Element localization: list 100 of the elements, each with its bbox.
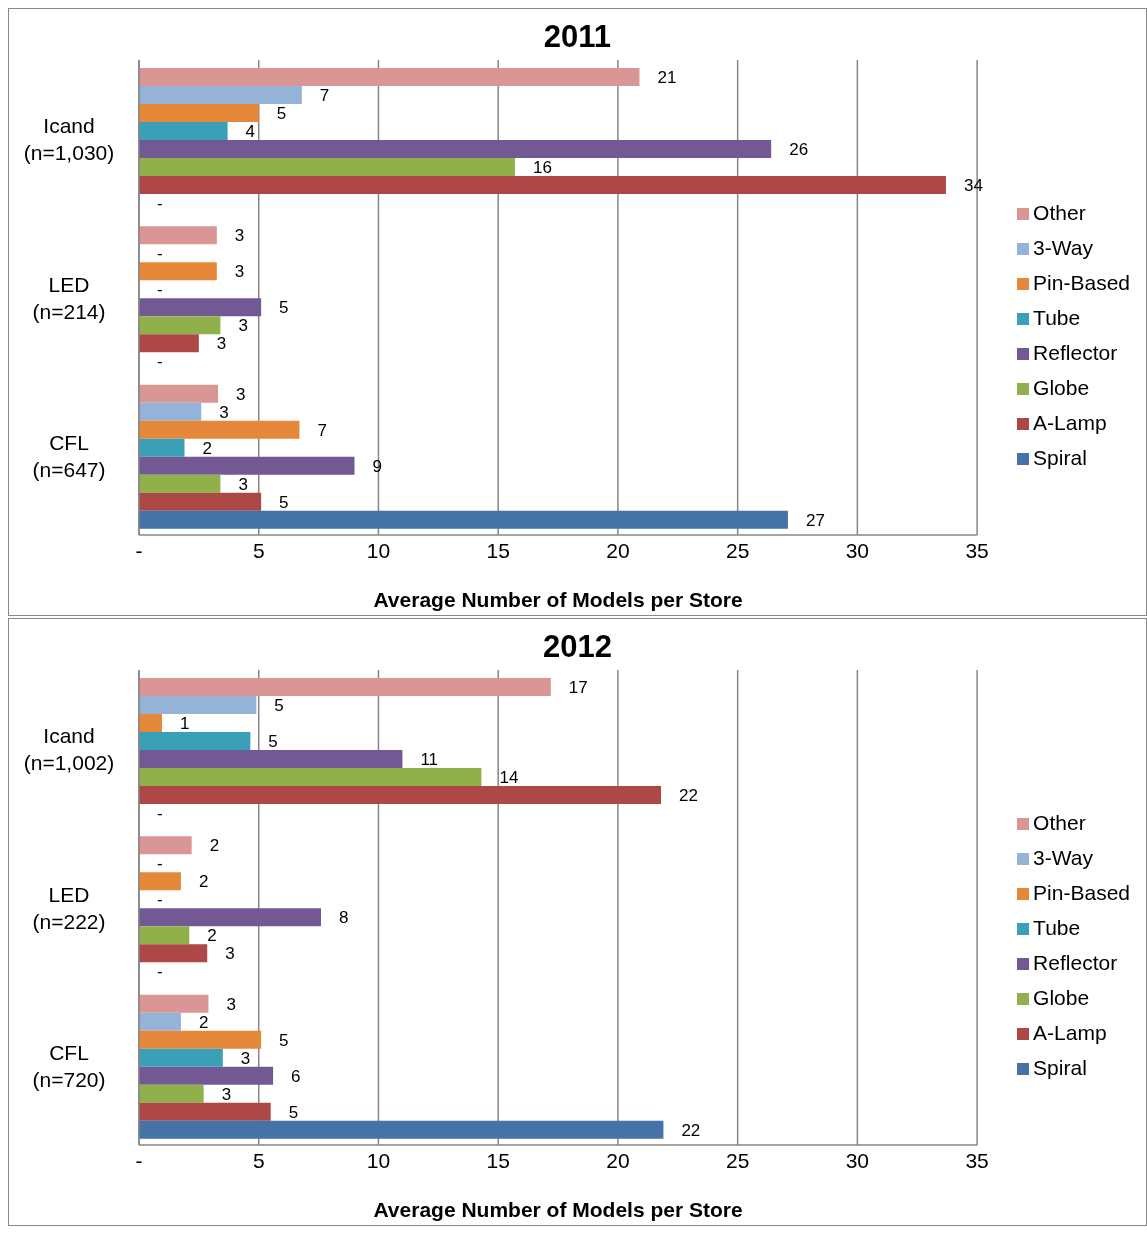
bar <box>139 994 209 1013</box>
data-label: - <box>157 280 163 300</box>
data-label: 3 <box>236 384 246 404</box>
x-tick-label: - <box>135 1148 143 1172</box>
data-label: 3 <box>238 474 248 494</box>
bar <box>139 1030 262 1049</box>
chart-title: 2011 <box>542 18 613 55</box>
bar <box>139 420 300 439</box>
data-label: - <box>157 854 163 874</box>
data-label: 22 <box>679 786 698 805</box>
legend-label: Globe <box>1033 376 1090 399</box>
bar <box>139 1120 664 1139</box>
bar <box>139 750 403 768</box>
x-tick-label: 10 <box>366 1148 391 1172</box>
data-label: 1 <box>179 714 190 733</box>
bar <box>139 1048 223 1067</box>
legend-label: Other <box>1033 811 1086 834</box>
data-label: 5 <box>279 1030 289 1050</box>
data-label: - <box>157 244 163 264</box>
data-label: 27 <box>805 510 825 530</box>
x-tick-label: 35 <box>965 538 989 562</box>
data-label: 5 <box>288 1102 299 1122</box>
data-label: - <box>157 804 163 823</box>
y-tick-label: LED (n=222) <box>32 882 106 933</box>
bar <box>139 1066 274 1085</box>
bar <box>139 226 217 245</box>
data-label: 8 <box>338 908 349 928</box>
data-label: - <box>157 352 163 372</box>
data-label: 5 <box>268 732 278 751</box>
bar <box>139 510 788 529</box>
x-tick-label: 15 <box>486 538 510 562</box>
bar <box>139 836 192 855</box>
data-label: 14 <box>499 768 519 787</box>
legend-label: 3-Way <box>1033 236 1094 259</box>
data-label: 22 <box>681 1120 701 1140</box>
data-label: 9 <box>372 456 382 476</box>
x-tick-label: 15 <box>486 1148 510 1172</box>
legend-label: Other <box>1033 201 1086 224</box>
legend-label: A-Lamp <box>1033 411 1107 434</box>
x-tick-label: - <box>135 538 143 562</box>
data-label: 7 <box>319 86 330 105</box>
bar <box>139 140 772 158</box>
bar <box>139 696 257 714</box>
bar <box>139 732 251 750</box>
bar <box>139 872 181 891</box>
data-label: 2 <box>198 872 209 892</box>
chart-title: 2012 <box>542 628 613 665</box>
y-tick-label: LED (n=214) <box>32 272 106 323</box>
bar <box>139 456 355 475</box>
legend-label: A-Lamp <box>1033 1021 1107 1044</box>
bar <box>139 1084 204 1103</box>
legend-label: Pin-Based <box>1033 881 1130 904</box>
x-tick-label: 30 <box>845 1148 870 1172</box>
bar <box>139 104 259 122</box>
data-label: 5 <box>274 696 284 715</box>
y-tick-label: CFL (n=647) <box>32 430 106 481</box>
bar <box>139 926 190 945</box>
data-label: 3 <box>238 316 248 336</box>
y-tick-label: Icand (n=1,030) <box>23 114 115 165</box>
legend-label: Globe <box>1033 986 1090 1009</box>
bar <box>139 714 162 732</box>
data-label: 3 <box>219 402 229 422</box>
legend-label: Pin-Based <box>1033 271 1130 294</box>
bar <box>139 262 217 281</box>
data-label: 5 <box>279 492 289 512</box>
bar <box>139 298 262 317</box>
data-label: 16 <box>532 158 552 177</box>
bar <box>139 316 221 335</box>
legend-label: Spiral <box>1033 446 1087 469</box>
data-label: 3 <box>221 1084 232 1104</box>
data-label: 3 <box>216 334 227 354</box>
data-label: 2 <box>202 438 212 458</box>
legend-label: Tube <box>1033 306 1081 329</box>
bar <box>139 68 640 86</box>
legend-label: Reflector <box>1033 951 1118 974</box>
data-label: 3 <box>240 1048 251 1068</box>
data-label: 17 <box>568 678 588 697</box>
bar <box>139 786 662 804</box>
data-label: 26 <box>789 140 809 159</box>
data-label: 2 <box>207 926 217 946</box>
x-tick-label: 25 <box>725 1148 750 1172</box>
bar <box>139 176 946 194</box>
x-axis-title: Average Number of Models per Store <box>373 1198 743 1221</box>
data-label: 21 <box>657 68 677 87</box>
data-label: 3 <box>234 226 245 246</box>
x-tick-label: 25 <box>725 538 750 562</box>
data-label: 4 <box>245 122 256 141</box>
bar <box>139 1012 181 1031</box>
x-tick-label: 30 <box>845 538 870 562</box>
x-axis-title: Average Number of Models per Store <box>373 588 743 611</box>
x-tick-label: 20 <box>606 1148 630 1172</box>
data-label: 34 <box>963 176 983 195</box>
data-label: 7 <box>317 420 327 440</box>
data-label: 3 <box>234 262 245 282</box>
legend-label: Spiral <box>1033 1056 1087 1079</box>
bar <box>139 402 202 421</box>
y-tick-label: CFL (n=720) <box>32 1040 106 1091</box>
bar <box>139 334 199 353</box>
data-label: 2 <box>198 1012 209 1032</box>
data-label: 3 <box>225 944 235 964</box>
